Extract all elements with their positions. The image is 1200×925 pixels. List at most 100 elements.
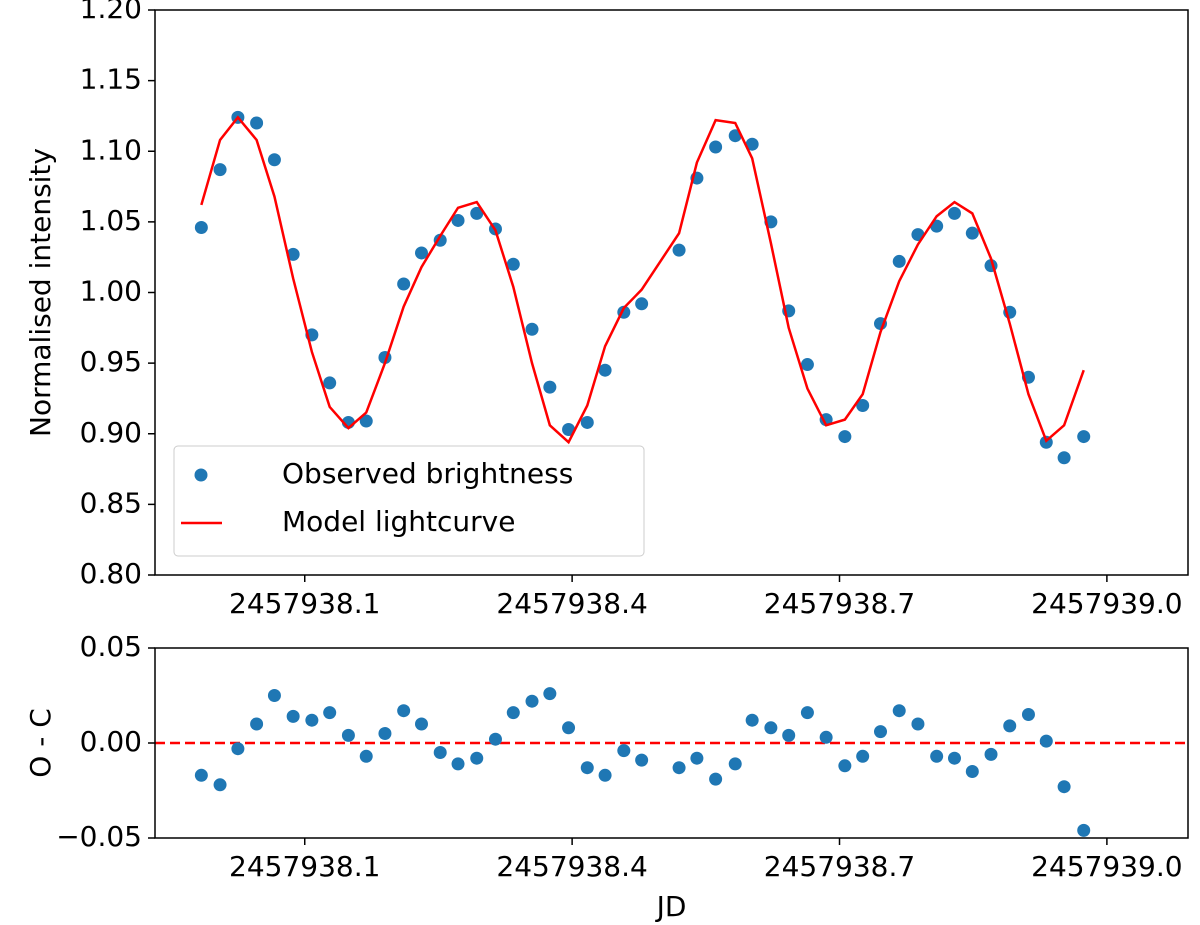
y-tick-label: 0.90 (80, 416, 142, 449)
data-point (213, 163, 227, 177)
x-tick-label: 2457939.0 (1031, 587, 1182, 620)
data-point (635, 297, 649, 311)
legend-marker (194, 468, 208, 482)
data-point (819, 730, 833, 744)
data-point (728, 757, 742, 771)
data-point (984, 747, 998, 761)
data-point (543, 380, 557, 394)
data-point (838, 430, 852, 444)
data-point (250, 116, 264, 130)
x-tick-label: 2457938.1 (229, 850, 380, 883)
data-point (525, 694, 539, 708)
y-tick-label: 0.00 (80, 725, 142, 758)
data-point (194, 768, 208, 782)
data-point (745, 137, 759, 151)
data-point (892, 704, 906, 718)
data-point (965, 765, 979, 778)
data-point (930, 749, 944, 763)
data-point (764, 721, 778, 735)
data-point (213, 778, 227, 792)
y-tick-label: 1.15 (80, 63, 142, 96)
data-point (892, 254, 906, 268)
data-point (470, 751, 484, 765)
data-point (856, 399, 870, 412)
data-point (323, 376, 337, 390)
data-point (580, 415, 594, 429)
data-point (709, 140, 723, 154)
data-point (580, 761, 594, 775)
data-point (1057, 780, 1071, 794)
y-tick-label: 0.85 (80, 486, 142, 519)
data-point (562, 423, 576, 437)
data-point (874, 725, 888, 739)
data-point (690, 751, 704, 765)
data-point (286, 247, 300, 261)
data-point (947, 206, 961, 220)
data-point (433, 746, 447, 759)
y-axis-label: Normalised intensity (24, 148, 57, 437)
data-point (488, 732, 502, 746)
data-point (194, 221, 208, 235)
legend-label: Observed brightness (282, 457, 573, 490)
data-point (1021, 708, 1035, 721)
data-point (231, 742, 245, 756)
legend-label: Model lightcurve (282, 505, 515, 538)
data-point (525, 322, 539, 336)
data-point (1077, 823, 1091, 837)
x-tick-label: 2457938.4 (496, 587, 647, 620)
x-tick-label: 2457939.0 (1031, 850, 1182, 883)
y-tick-label: 0.05 (80, 630, 142, 663)
data-point (1039, 734, 1053, 748)
data-point (672, 243, 686, 257)
data-point (598, 363, 612, 377)
data-point (506, 257, 520, 271)
x-tick-label: 2457938.1 (229, 587, 380, 620)
y-tick-label: 0.80 (80, 557, 142, 590)
y-tick-label: 1.10 (80, 133, 142, 166)
y-axis-label: O - C (24, 708, 57, 778)
data-point (1057, 451, 1071, 465)
subplot: −0.05 0.00 0.05 2457938.1 2457938.4 2457938.7… (24, 630, 1189, 923)
data-point (451, 213, 465, 227)
data-point (838, 759, 852, 773)
data-point (305, 713, 319, 727)
data-point (672, 761, 686, 775)
data-point (800, 358, 814, 372)
data-point (947, 751, 961, 765)
data-point (414, 246, 428, 260)
x-tick-label: 2457938.7 (764, 587, 915, 620)
axes-frame (154, 9, 1189, 576)
x-tick-label: 2457938.7 (764, 850, 915, 883)
data-point (414, 717, 428, 731)
axes-frame (154, 647, 1189, 839)
data-point (397, 277, 411, 291)
data-point (782, 728, 796, 742)
y-tick-label: 1.05 (80, 204, 142, 237)
data-point (635, 753, 649, 767)
data-point (1003, 719, 1017, 733)
data-point (267, 689, 281, 702)
legend-box (173, 445, 645, 557)
data-point (451, 757, 465, 771)
data-point (745, 713, 759, 727)
data-point (286, 709, 300, 723)
data-point (506, 706, 520, 720)
data-point (341, 728, 355, 742)
data-point (709, 772, 723, 786)
data-point (378, 727, 392, 740)
subplot: 0.80 0.85 0.90 0.95 1.00 1.05 1.10 1.15 1.20 2457… (24, 0, 1189, 620)
data-point (250, 717, 264, 731)
y-tick-label: 0.95 (80, 345, 142, 378)
y-tick-label: 1.00 (80, 275, 142, 308)
data-point (359, 749, 373, 763)
x-tick-label: 2457938.4 (496, 850, 647, 883)
y-tick-label: −0.05 (56, 820, 142, 853)
data-point (543, 687, 557, 701)
data-point (323, 706, 337, 720)
data-point (598, 768, 612, 782)
data-point (911, 717, 925, 731)
data-point (1077, 430, 1091, 444)
data-point (965, 226, 979, 240)
data-point (800, 706, 814, 720)
model-line (200, 115, 1085, 445)
